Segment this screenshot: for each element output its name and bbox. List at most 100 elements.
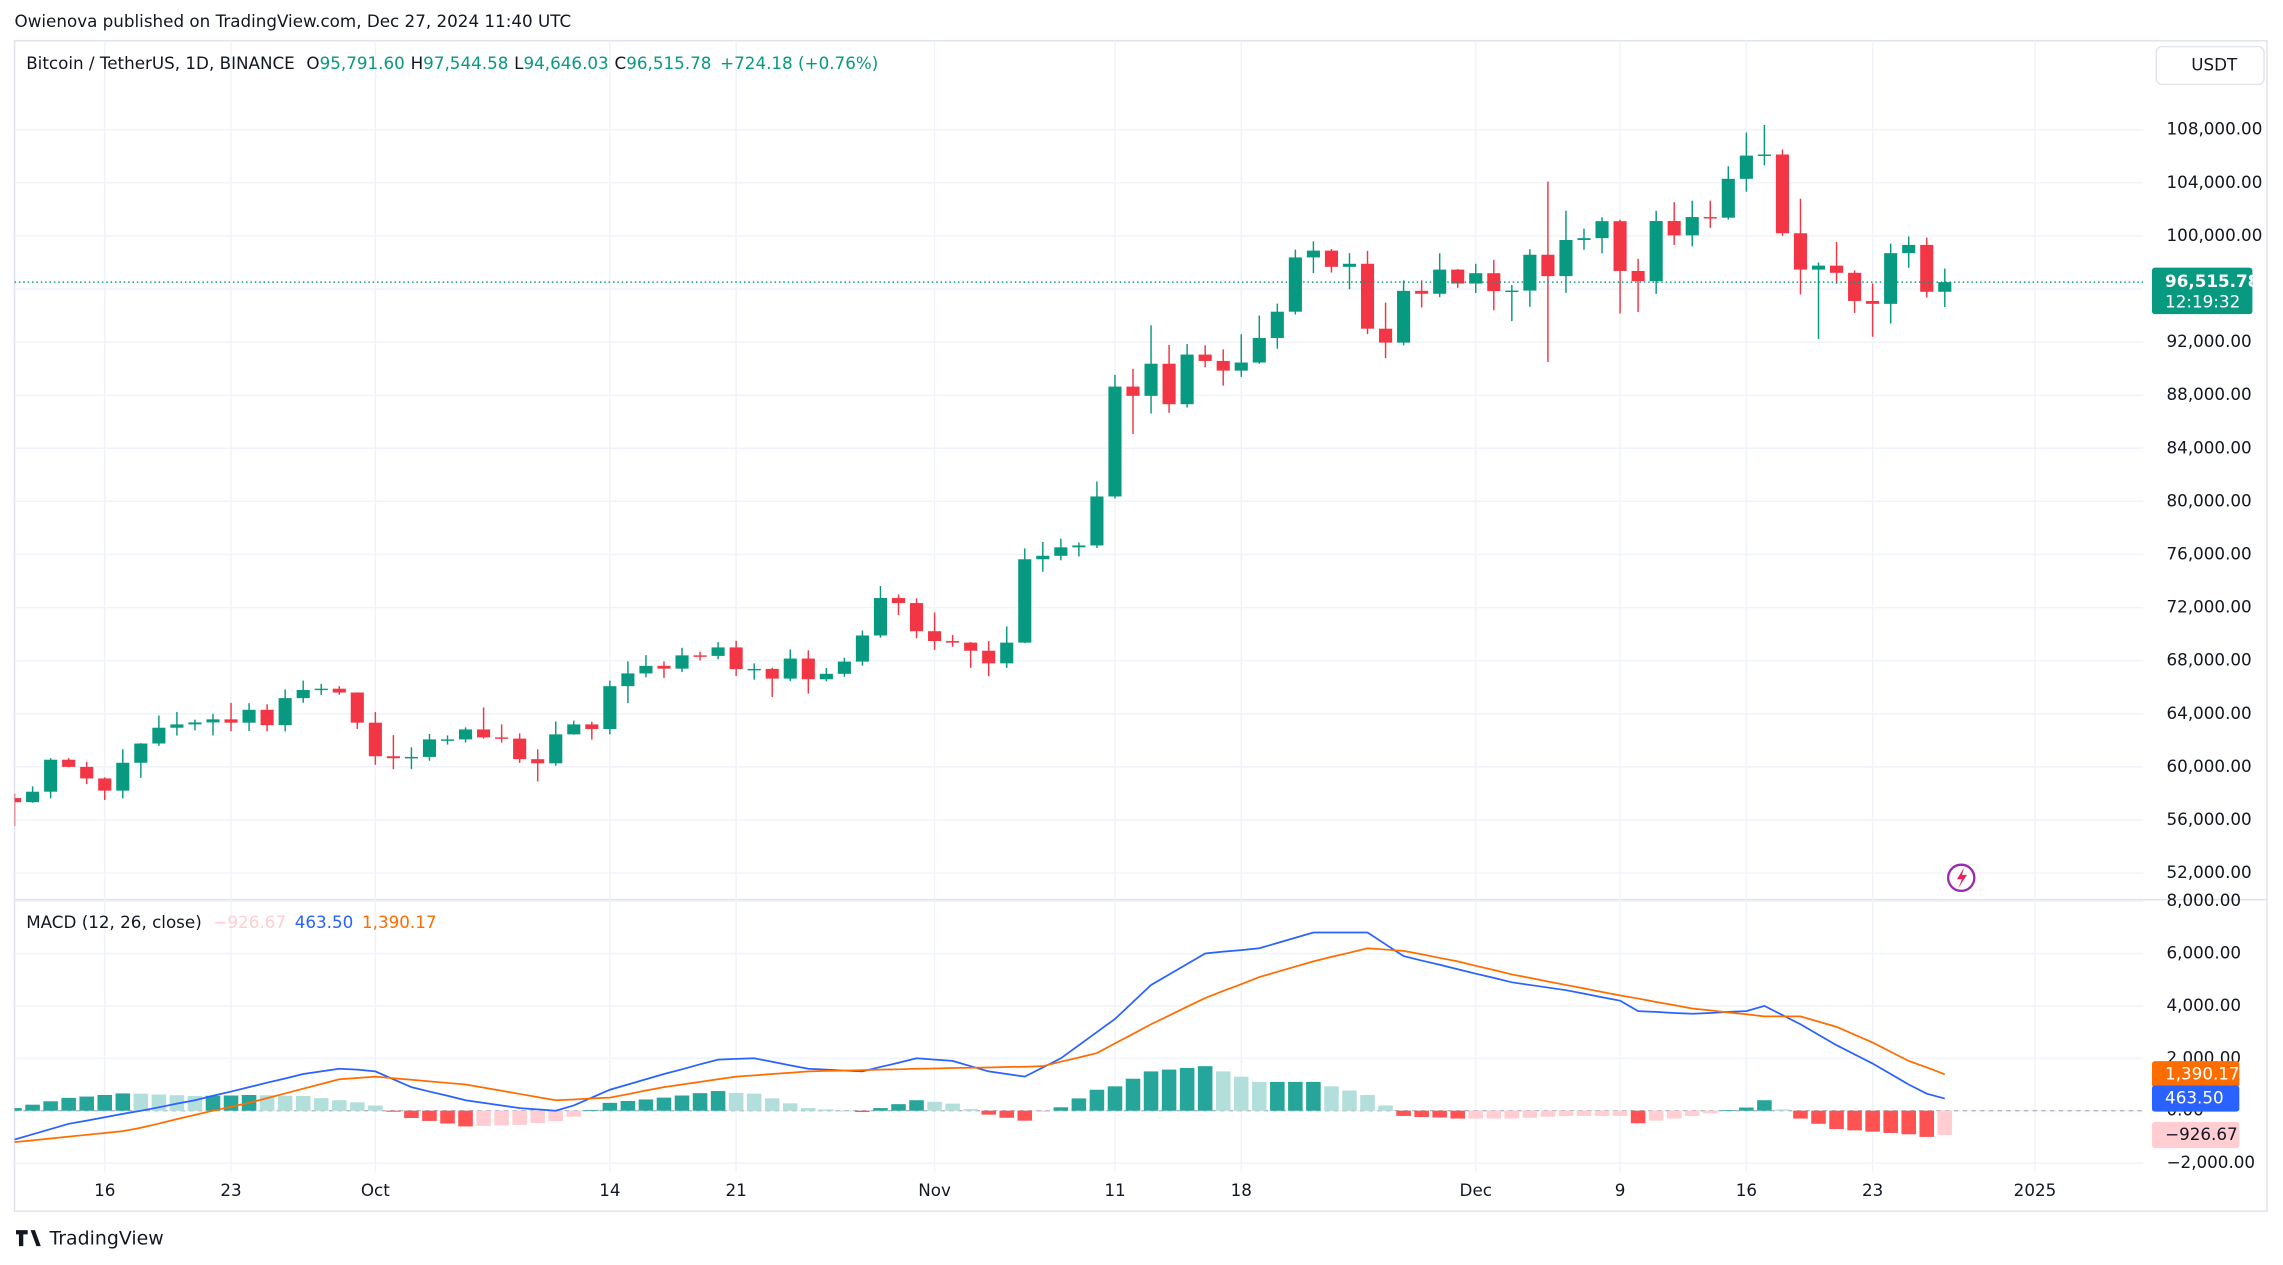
histogram-bar xyxy=(61,1097,76,1111)
x-tick-label: 14 xyxy=(599,1180,620,1200)
candle-body xyxy=(1505,290,1519,293)
histogram-bar xyxy=(422,1110,437,1121)
candle-body xyxy=(26,791,40,803)
candle-body xyxy=(1541,254,1555,277)
histogram-bar xyxy=(404,1110,419,1119)
candle-body xyxy=(1234,362,1248,371)
candle-body xyxy=(1523,254,1537,291)
histogram-bar xyxy=(1757,1100,1772,1111)
ohlc-key: L xyxy=(514,53,524,73)
x-tick-label: 9 xyxy=(1615,1180,1626,1200)
histogram-bar xyxy=(1594,1110,1610,1116)
candle-body xyxy=(946,641,960,643)
logo: TradingView xyxy=(16,1227,164,1249)
candle-body xyxy=(278,698,292,726)
candle-body xyxy=(1469,273,1483,284)
ohlc-key: C xyxy=(615,53,627,73)
candle-body xyxy=(62,759,76,767)
candle-body xyxy=(1036,555,1050,560)
candle-body xyxy=(314,688,328,691)
histogram-bar xyxy=(350,1102,365,1111)
ohlc-value: 95,791.60 xyxy=(320,53,405,73)
histogram-bar xyxy=(963,1109,978,1111)
histogram-bar xyxy=(873,1108,888,1111)
candle-body xyxy=(873,598,888,636)
histogram-bar xyxy=(1233,1076,1249,1111)
candle-body xyxy=(909,603,924,632)
histogram-bar xyxy=(1558,1110,1574,1116)
histogram-bar xyxy=(584,1109,600,1111)
candle-body xyxy=(675,655,689,669)
histogram-bar xyxy=(1811,1110,1826,1124)
signal-value-label: 1,390.17 xyxy=(2165,1063,2240,1083)
candle-body xyxy=(657,665,671,669)
x-tick-label: Oct xyxy=(361,1180,390,1200)
histogram-bar xyxy=(1937,1110,1953,1135)
histogram-bar xyxy=(1324,1086,1339,1111)
histogram-legend-value: −926.67 xyxy=(213,912,286,932)
y-tick-label: 80,000.00 xyxy=(2167,490,2252,510)
logo-mark xyxy=(16,1230,41,1247)
histogram-bar xyxy=(386,1110,401,1112)
candle-body xyxy=(819,673,833,680)
alert-icon-bolt[interactable] xyxy=(1956,867,1968,888)
histogram-bar xyxy=(277,1095,293,1111)
candle-body xyxy=(1342,263,1357,267)
candle-body xyxy=(1108,386,1122,497)
candle-body xyxy=(1216,360,1230,371)
histogram-bar xyxy=(79,1096,94,1111)
signal-value-box xyxy=(2151,1061,2240,1088)
candle-body xyxy=(1054,547,1068,556)
candle-body xyxy=(1324,250,1338,267)
candle-body xyxy=(1667,221,1681,236)
chart-frame xyxy=(13,40,2268,1212)
histogram-bar xyxy=(1630,1110,1646,1124)
candle-body xyxy=(639,665,653,674)
histogram-bar xyxy=(1071,1098,1087,1111)
candle-body xyxy=(116,762,130,791)
histogram-value-label: −926.67 xyxy=(2165,1124,2238,1144)
x-tick-label: 11 xyxy=(1104,1180,1125,1200)
ohlc-key: H xyxy=(411,53,424,73)
histogram-bar xyxy=(927,1101,942,1111)
candle-body xyxy=(242,709,256,723)
histogram-bar xyxy=(728,1092,744,1111)
histogram-bar xyxy=(1197,1066,1213,1111)
histogram-bar xyxy=(1919,1110,1935,1137)
candle-body xyxy=(152,727,166,744)
histogram-bar xyxy=(1396,1110,1411,1116)
histogram-bar xyxy=(1360,1094,1375,1111)
candle-body xyxy=(368,722,382,757)
x-tick-label: 23 xyxy=(1862,1180,1883,1200)
candle-body xyxy=(404,756,418,759)
histogram-bar xyxy=(1270,1081,1285,1111)
y-tick-label: −2,000.00 xyxy=(2167,1152,2256,1172)
histogram-bar xyxy=(710,1091,726,1111)
histogram-bar xyxy=(1342,1090,1357,1111)
alert-icon[interactable] xyxy=(1946,863,1976,893)
last-price-label: 96,515.78 xyxy=(2165,271,2259,291)
price-pane xyxy=(14,40,2144,900)
candle-body xyxy=(458,729,473,740)
histogram-bar xyxy=(945,1103,960,1111)
histogram-bar xyxy=(476,1110,491,1126)
histogram-bar xyxy=(674,1095,690,1111)
y-tick-label: 88,000.00 xyxy=(2167,384,2252,404)
candle-body xyxy=(1126,386,1140,396)
candle-body xyxy=(1072,545,1086,548)
alert-icon-ring[interactable] xyxy=(1946,863,1976,893)
x-tick-label: 2025 xyxy=(2014,1180,2057,1200)
currency-button-box[interactable] xyxy=(2155,45,2265,86)
y-tick-label: 84,000.00 xyxy=(2167,437,2252,457)
candle-body xyxy=(693,655,707,657)
candle-body xyxy=(134,743,148,763)
macd-value-label: 463.50 xyxy=(2165,1088,2224,1108)
candle-body xyxy=(1360,263,1375,329)
candle-body xyxy=(783,658,797,679)
candle-body xyxy=(1270,311,1284,338)
currency-label[interactable]: USDT xyxy=(2191,55,2238,75)
currency-button[interactable]: USDT xyxy=(2155,45,2265,86)
